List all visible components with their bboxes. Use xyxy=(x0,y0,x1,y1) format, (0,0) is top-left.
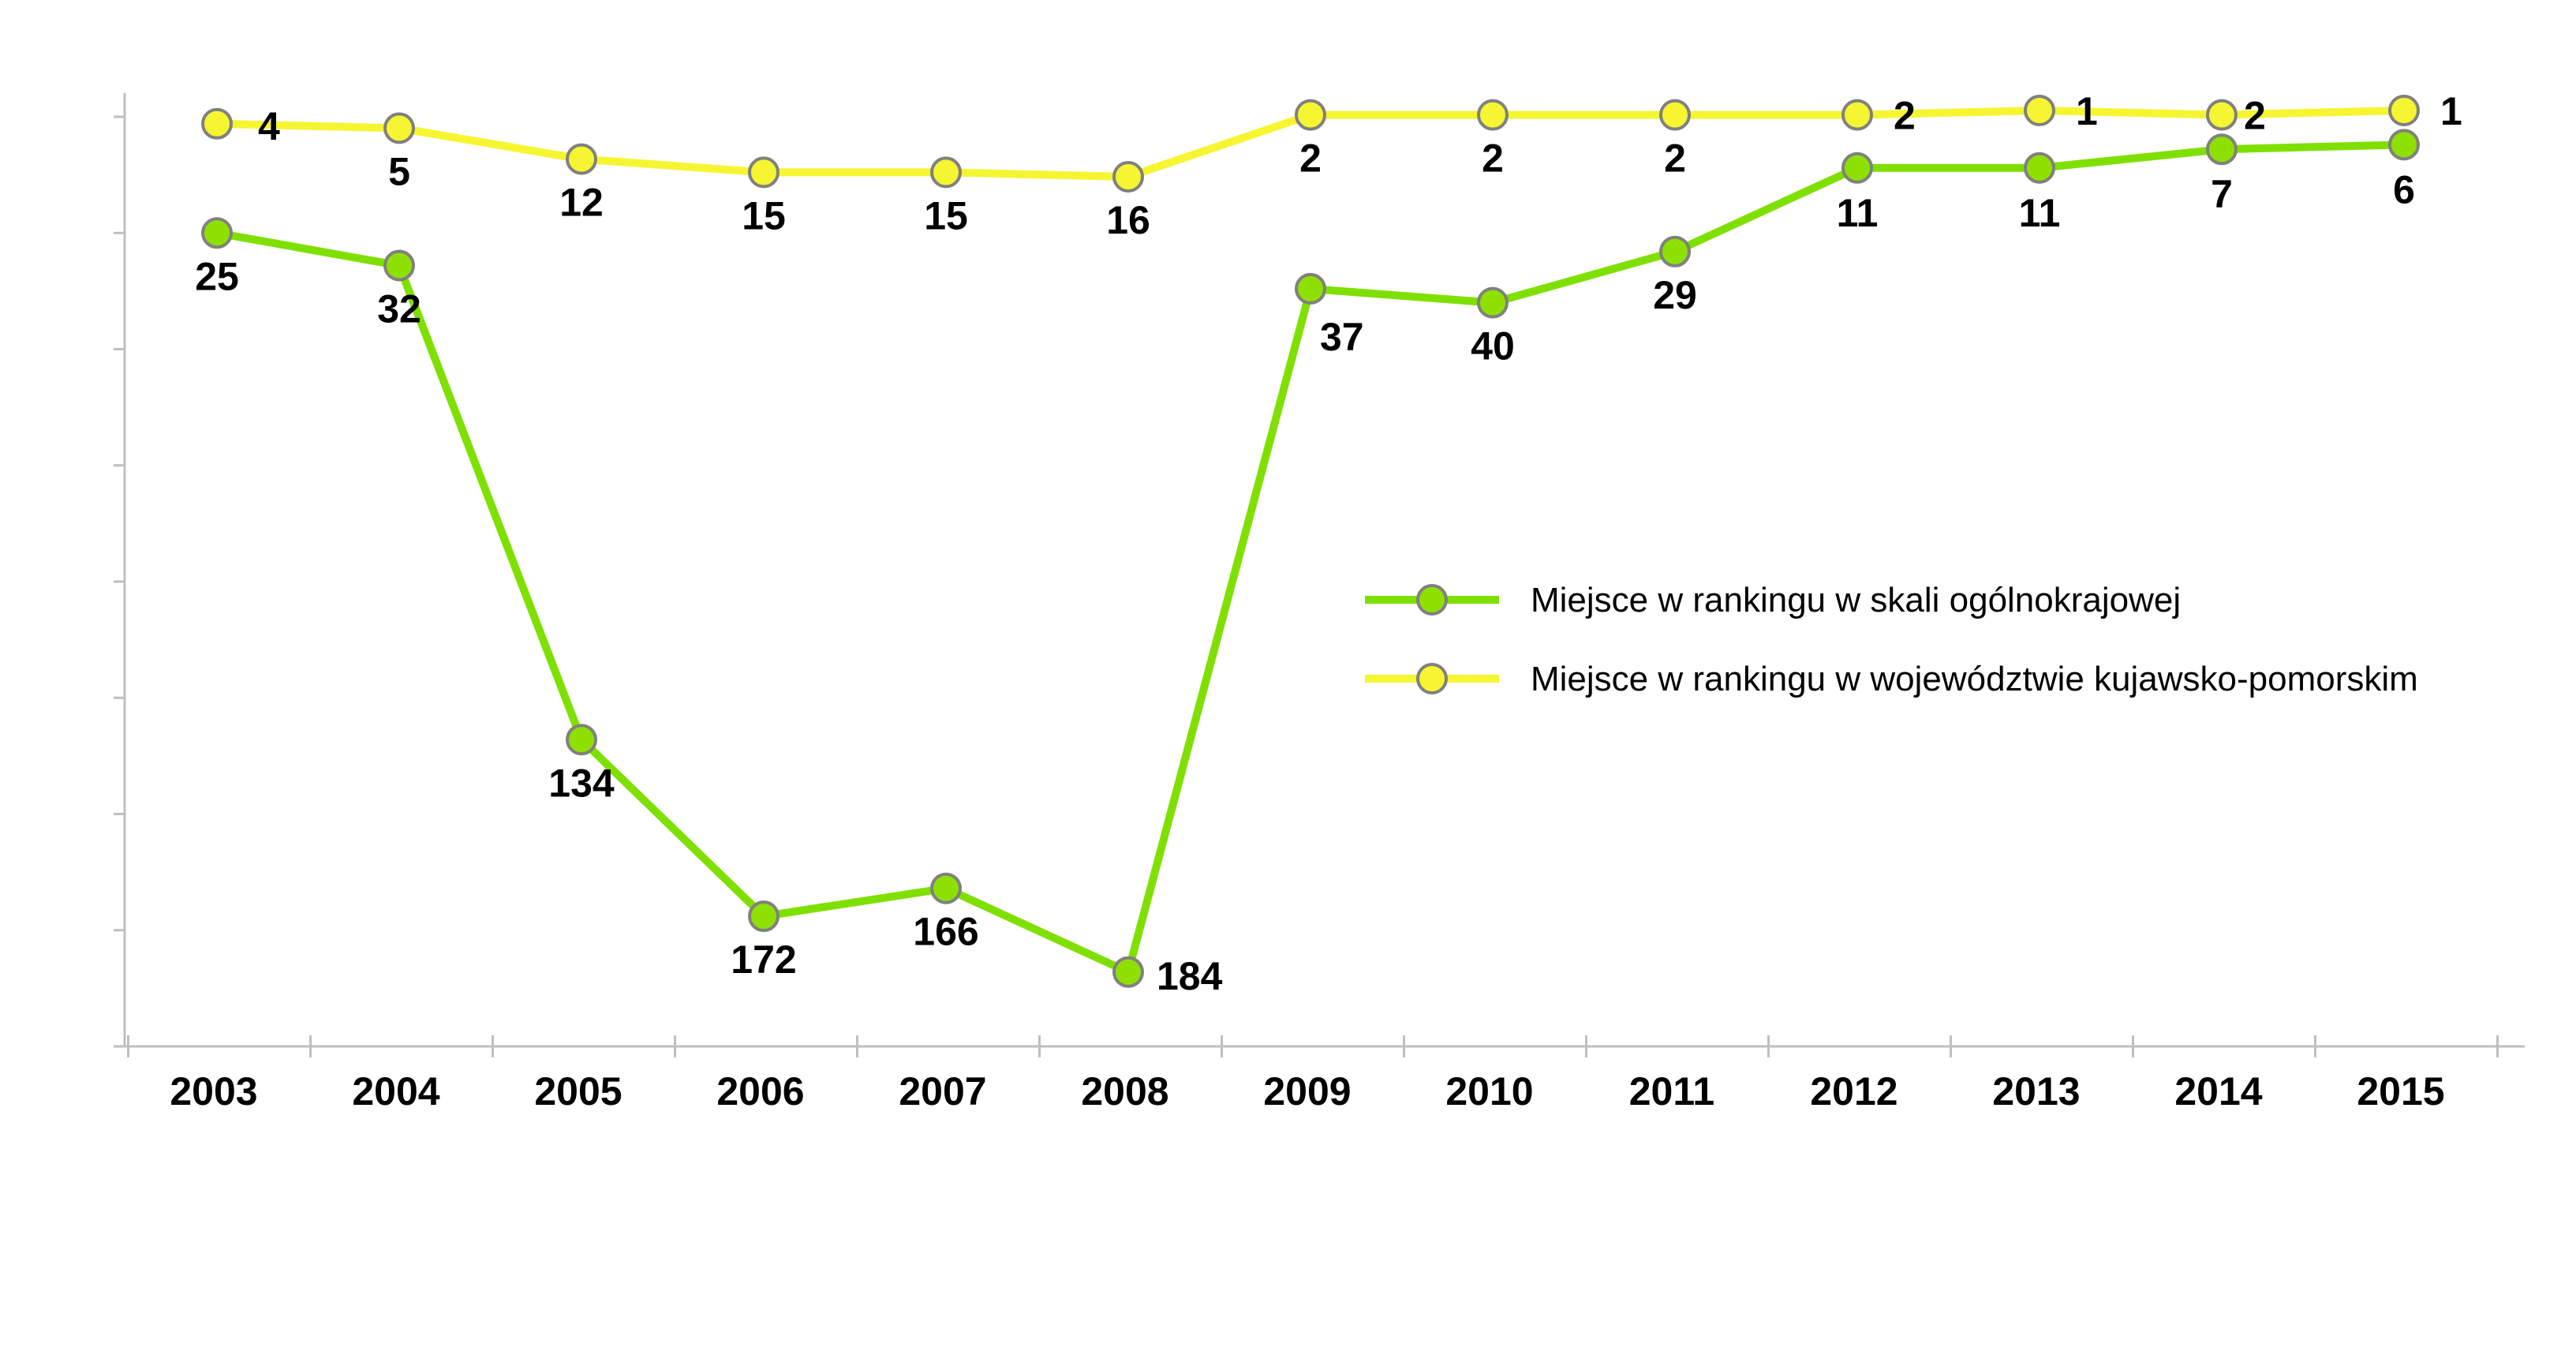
x-tick-label: 2015 xyxy=(2357,1069,2444,1113)
data-label: 11 xyxy=(1837,191,1879,235)
data-point xyxy=(2206,99,2238,131)
data-point xyxy=(1112,161,1144,193)
data-point xyxy=(930,156,962,189)
data-label: 2 xyxy=(1299,137,1322,181)
data-point xyxy=(1477,286,1509,319)
x-tick-label: 2012 xyxy=(1810,1069,1897,1113)
data-label: 12 xyxy=(559,181,604,225)
data-point xyxy=(2388,95,2420,126)
x-tick-label: 2014 xyxy=(2174,1069,2262,1113)
data-label: 2 xyxy=(1482,137,1504,181)
data-point xyxy=(1659,235,1691,268)
legend-marker xyxy=(1416,663,1448,694)
data-label: 25 xyxy=(195,254,239,298)
x-tick-label: 2009 xyxy=(1263,1069,1351,1113)
data-point xyxy=(1841,99,1873,131)
x-tick-label: 2005 xyxy=(534,1069,622,1113)
data-label: 1 xyxy=(2076,89,2098,133)
data-point xyxy=(1841,152,1873,184)
series-line-1 xyxy=(216,140,2405,976)
data-point xyxy=(1659,99,1691,131)
data-label: 4 xyxy=(258,104,280,148)
data-label: 32 xyxy=(377,286,421,331)
data-label: 5 xyxy=(388,149,410,193)
data-point xyxy=(748,156,780,189)
data-point xyxy=(1112,956,1144,988)
data-label: 11 xyxy=(2019,191,2061,235)
axes xyxy=(114,93,2525,1057)
x-tick-label: 2003 xyxy=(170,1069,257,1113)
data-point xyxy=(2206,133,2238,166)
data-point xyxy=(1477,99,1509,131)
data-label: 15 xyxy=(742,193,786,238)
data-label: 16 xyxy=(1106,198,1150,242)
x-axis-labels: 2003 2004 2005 2006 2007 2008 2009 2010 2011 2012… xyxy=(170,1069,2444,1113)
data-point xyxy=(383,112,415,144)
data-point xyxy=(1295,272,1326,305)
data-label: 7 xyxy=(2211,172,2233,216)
series-layer xyxy=(201,95,2420,988)
data-point xyxy=(383,249,415,282)
x-tick-label: 2007 xyxy=(899,1069,986,1113)
x-tick-label: 2008 xyxy=(1081,1069,1168,1113)
legend: Miejsce w rankingu w skali ogólnokrajowe… xyxy=(1365,581,2418,698)
legend-entry: Miejsce w rankingu w województwie kujaws… xyxy=(1531,660,2418,698)
data-label: 2 xyxy=(1664,137,1686,181)
data-label: 40 xyxy=(1471,324,1515,369)
data-label: 172 xyxy=(731,937,796,982)
data-label: 134 xyxy=(548,761,615,805)
data-point xyxy=(2024,95,2055,126)
x-tick-label: 2013 xyxy=(1992,1069,2080,1113)
data-point xyxy=(566,143,597,175)
x-tick-label: 2010 xyxy=(1445,1069,1533,1113)
data-label: 166 xyxy=(913,910,978,954)
data-point xyxy=(201,107,233,140)
x-tick-label: 2011 xyxy=(1629,1069,1714,1113)
data-label: 184 xyxy=(1157,954,1223,998)
x-tick-label: 2004 xyxy=(352,1069,439,1113)
data-point xyxy=(930,872,962,904)
legend-entry: Miejsce w rankingu w skali ogólnokrajowe… xyxy=(1531,581,2181,619)
data-point xyxy=(201,217,233,249)
data-label: 29 xyxy=(1653,273,1697,317)
data-label: 15 xyxy=(924,193,968,238)
data-label: 6 xyxy=(2393,167,2415,211)
data-point xyxy=(1295,99,1326,131)
data-point xyxy=(2388,129,2420,161)
data-point xyxy=(566,724,597,756)
data-label: 2 xyxy=(2244,94,2266,138)
legend-marker xyxy=(1416,584,1448,616)
data-label: 1 xyxy=(2440,89,2462,133)
data-point xyxy=(2024,152,2055,184)
data-label: 2 xyxy=(1894,94,1916,138)
x-tick-label: 2006 xyxy=(716,1069,804,1113)
data-label: 37 xyxy=(1320,315,1364,359)
data-point xyxy=(748,900,780,933)
